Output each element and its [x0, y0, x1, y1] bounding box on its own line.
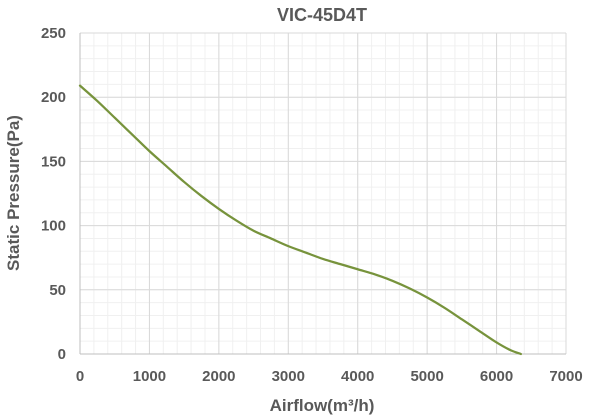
x-tick-label: 1000 [133, 368, 166, 385]
x-tick-label: 7000 [549, 368, 582, 385]
series-layer [78, 84, 522, 356]
x-tick-label: 3000 [272, 368, 305, 385]
y-tick-label: 0 [58, 346, 66, 363]
y-tick-label: 250 [41, 25, 66, 42]
grid [79, 32, 567, 355]
axes [79, 33, 566, 355]
y-tick-label: 200 [41, 89, 66, 106]
y-tick-label: 150 [41, 153, 66, 170]
x-tick-label: 0 [76, 368, 84, 385]
x-axis-label: Airflow(m³/h) [270, 396, 375, 415]
x-tick-label: 6000 [480, 368, 513, 385]
x-tick-label: 2000 [202, 368, 235, 385]
y-axis-label: Static Pressure(Pa) [4, 115, 23, 271]
tick-labels: 0 1000 2000 3000 4000 5000 6000 7000 0 50 100 150 20… [41, 25, 583, 385]
y-tick-label: 100 [41, 218, 66, 235]
x-tick-label: 5000 [410, 368, 443, 385]
y-tick-label: 50 [49, 282, 66, 299]
series-line-0 [78, 84, 522, 356]
x-tick-label: 4000 [341, 368, 374, 385]
chart-title: VIC-45D4T [277, 5, 367, 25]
